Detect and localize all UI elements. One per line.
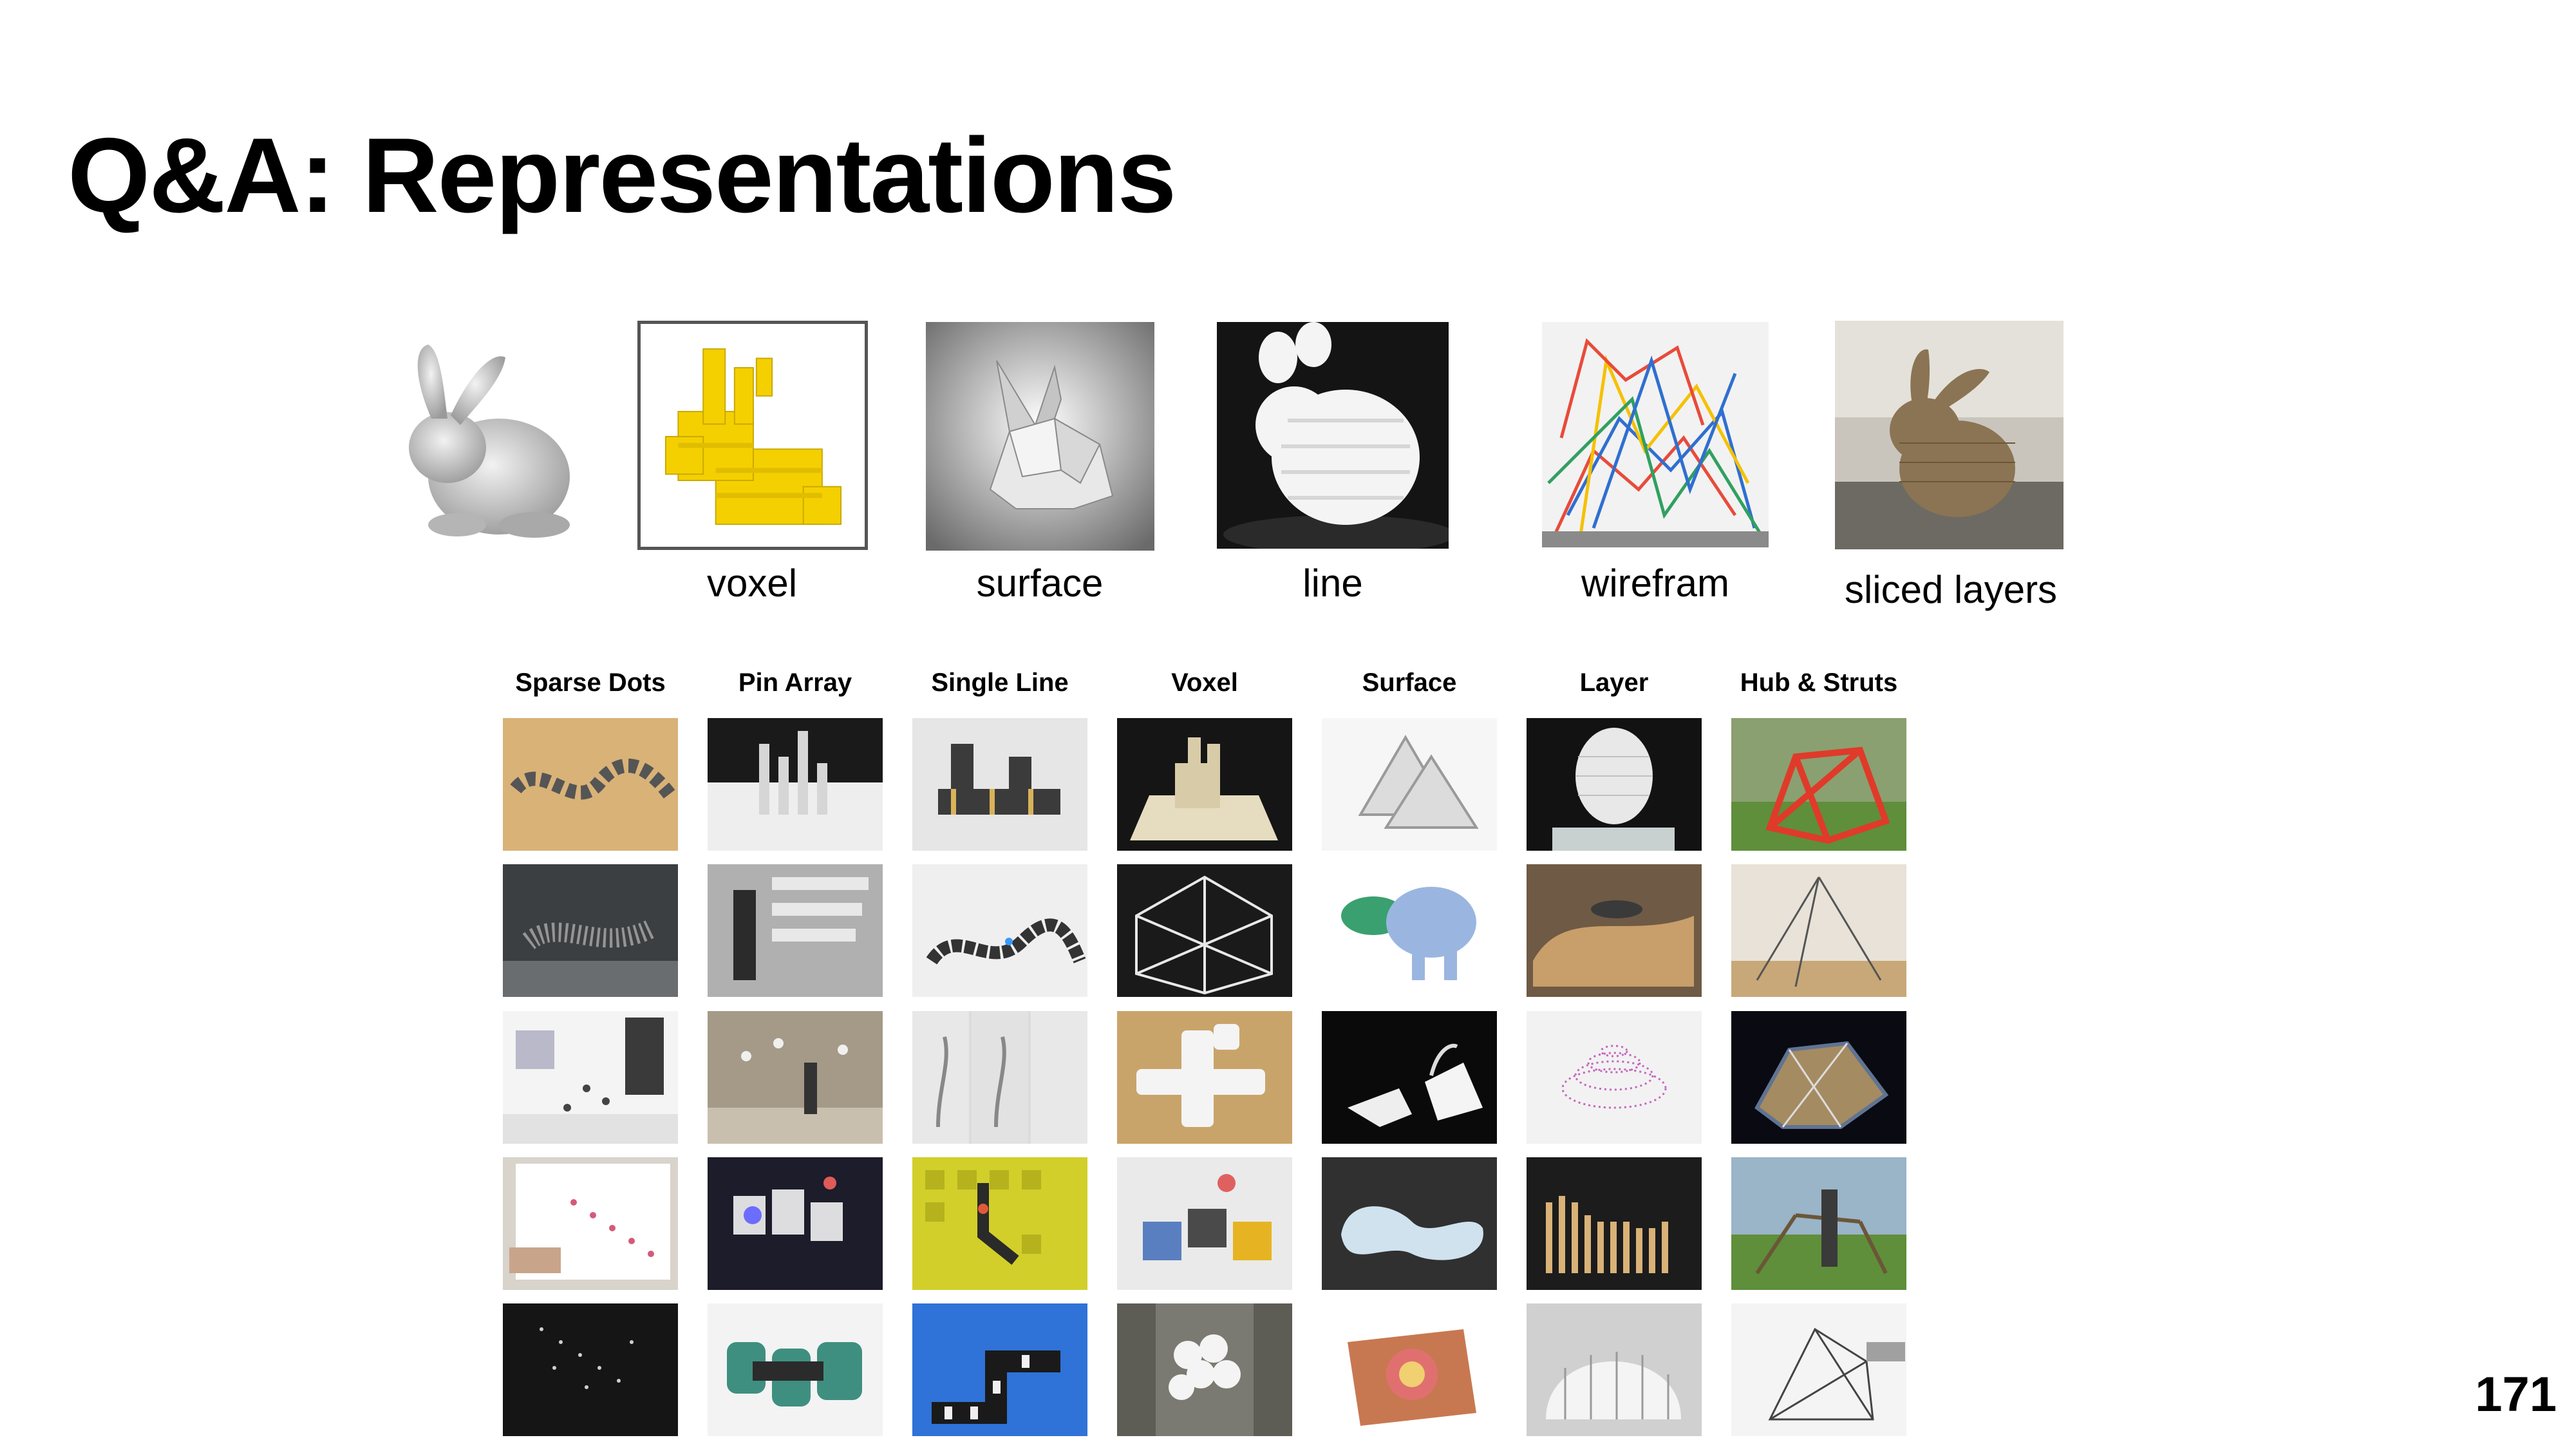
caption-line: line bbox=[1302, 562, 1363, 605]
thumbnail-single-line-5 bbox=[912, 1303, 1087, 1436]
caption-wireframe: wirefram bbox=[1581, 562, 1730, 605]
column-header-single-line: Single Line bbox=[931, 668, 1069, 697]
line-bunny-image bbox=[1217, 322, 1449, 549]
surface-bunny-image bbox=[926, 322, 1154, 551]
thumbnail-voxel-2 bbox=[1117, 864, 1292, 997]
thumbnail-surface-1 bbox=[1322, 718, 1497, 851]
thumbnail-pin-array-3 bbox=[708, 1011, 883, 1144]
thumbnail-single-line-1 bbox=[912, 718, 1087, 851]
column-header-sparse-dots: Sparse Dots bbox=[515, 668, 666, 697]
page-number: 171 bbox=[2475, 1367, 2557, 1422]
column-header-layer: Layer bbox=[1579, 668, 1649, 697]
thumbnail-sparse-dots-1 bbox=[503, 718, 678, 851]
thumbnail-surface-2 bbox=[1322, 864, 1497, 997]
voxel-bunny-image bbox=[637, 321, 868, 550]
thumbnail-voxel-5 bbox=[1117, 1303, 1292, 1436]
thumbnail-surface-5 bbox=[1322, 1303, 1497, 1436]
thumbnail-hub-struts-5 bbox=[1731, 1303, 1906, 1436]
thumbnail-hub-struts-3 bbox=[1731, 1011, 1906, 1144]
column-header-voxel: Voxel bbox=[1171, 668, 1238, 697]
bunny-original-image bbox=[386, 335, 579, 547]
column-header-hub-and-struts: Hub & Struts bbox=[1740, 668, 1898, 697]
thumbnail-voxel-1 bbox=[1117, 718, 1292, 851]
thumbnail-hub-struts-1 bbox=[1731, 718, 1906, 851]
thumbnail-sparse-dots-3 bbox=[503, 1011, 678, 1144]
thumbnail-pin-array-2 bbox=[708, 864, 883, 997]
thumbnail-single-line-3 bbox=[912, 1011, 1087, 1144]
column-header-pin-array: Pin Array bbox=[738, 668, 852, 697]
thumbnail-sparse-dots-2 bbox=[503, 864, 678, 997]
thumbnail-layer-4 bbox=[1527, 1157, 1702, 1290]
thumbnail-single-line-4 bbox=[912, 1157, 1087, 1290]
slide-title: Q&A: Representations bbox=[68, 116, 1176, 234]
wireframe-bunny-image bbox=[1542, 322, 1769, 547]
thumbnail-voxel-4 bbox=[1117, 1157, 1292, 1290]
thumbnail-pin-array-1 bbox=[708, 718, 883, 851]
thumbnail-pin-array-5 bbox=[708, 1303, 883, 1436]
thumbnail-layer-1 bbox=[1527, 718, 1702, 851]
thumbnail-surface-4 bbox=[1322, 1157, 1497, 1290]
thumbnail-layer-5 bbox=[1527, 1303, 1702, 1436]
sliced-layers-bunny-image bbox=[1835, 321, 2064, 549]
thumbnail-surface-3 bbox=[1322, 1011, 1497, 1144]
thumbnail-sparse-dots-4 bbox=[503, 1157, 678, 1290]
thumbnail-hub-struts-2 bbox=[1731, 864, 1906, 997]
caption-voxel: voxel bbox=[706, 562, 798, 605]
caption-surface: surface bbox=[976, 562, 1104, 605]
thumbnail-voxel-3 bbox=[1117, 1011, 1292, 1144]
caption-sliced-layers: sliced layers bbox=[1844, 568, 2058, 611]
column-header-surface: Surface bbox=[1362, 668, 1457, 697]
thumbnail-hub-struts-4 bbox=[1731, 1157, 1906, 1290]
thumbnail-sparse-dots-5 bbox=[503, 1303, 678, 1436]
thumbnail-single-line-2 bbox=[912, 864, 1087, 997]
thumbnail-pin-array-4 bbox=[708, 1157, 883, 1290]
thumbnail-layer-3 bbox=[1527, 1011, 1702, 1144]
thumbnail-layer-2 bbox=[1527, 864, 1702, 997]
